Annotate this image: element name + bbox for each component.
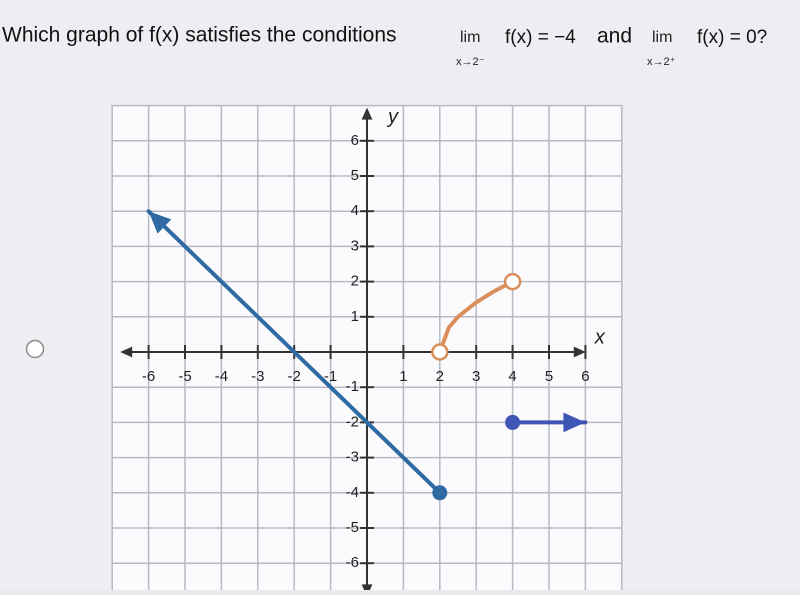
axis-arrow [120,346,133,358]
x-tick-label: -6 [142,368,155,385]
axis-arrow [573,346,586,358]
question-joiner: and [597,25,632,48]
closed-point [432,485,448,501]
y-tick-label: -1 [346,378,359,395]
y-tick-label: -4 [346,484,359,501]
open-point [503,272,522,291]
x-axis-label: x [594,326,606,348]
y-axis-label: y [386,106,399,128]
y-tick-label: 5 [351,167,359,184]
x-tick-label: 2 [436,368,444,385]
x-tick-label: -2 [288,368,301,385]
open-point [431,343,449,361]
x-tick-label: -3 [251,368,264,385]
function-line [437,279,515,354]
lim-word: lim [652,29,672,46]
y-tick-label: -2 [346,413,359,430]
y-tick-label: -3 [346,449,359,466]
y-tick-label: -5 [346,519,359,536]
y-tick-label: 6 [351,132,359,149]
x-tick-label: 3 [472,368,480,385]
x-tick-label: 5 [545,368,553,385]
x-tick-label: 1 [399,368,407,385]
y-tick-label: -6 [346,554,359,571]
x-tick-label: -5 [178,368,191,385]
y-tick-label: 3 [351,237,359,254]
radio-button[interactable] [25,339,45,359]
lim-sub: x→2⁻ [456,56,485,68]
x-tick-label: -1 [324,368,337,385]
lim-expr: f(x) = −4 [505,27,576,48]
graph: x y -6 -5 -4 -3 -2 -1 1 2 3 4 5 6 -6 -5 -4 -3 -2 -1 1 2 3 4 5 6 [111,104,623,595]
line-arrow [148,211,172,234]
y-tick-label: 1 [351,308,359,325]
lim-sub: x→2⁺ [647,56,676,68]
x-tick-label: -4 [215,368,228,385]
closed-point [505,414,521,430]
question-text: Which graph of f(x) satisfies the condit… [2,24,397,47]
y-tick-label: 4 [351,202,359,219]
function-line [146,209,442,495]
lim-expr: f(x) = 0? [697,27,767,48]
axis-arrow [361,107,373,120]
line-arrow [563,412,586,433]
x-tick-label: 6 [581,368,589,385]
y-tick-label: 2 [351,273,359,290]
x-tick-label: 4 [508,368,516,385]
lim-word: lim [460,29,480,46]
